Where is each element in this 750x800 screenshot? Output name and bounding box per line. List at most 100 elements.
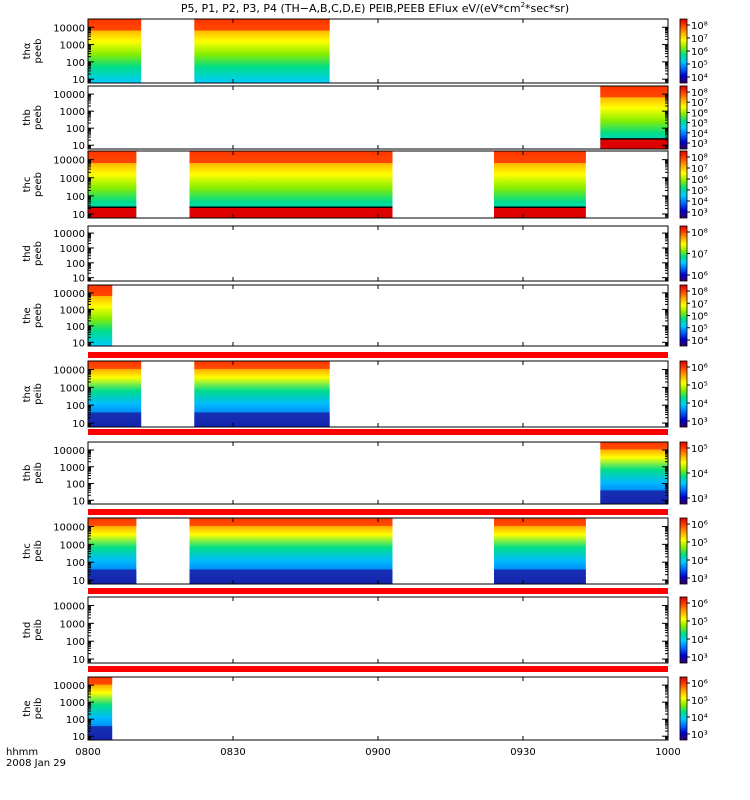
colorbar-tick-label: 10⁸ — [691, 287, 708, 298]
high-energy-band — [494, 151, 586, 164]
high-energy-band — [494, 518, 586, 526]
colorbar-tick-label: 10⁵ — [691, 60, 708, 71]
y-tick-label: 10000 — [53, 681, 85, 692]
data-interval — [494, 151, 586, 218]
y-tick-label: 10000 — [53, 289, 85, 300]
y-tick-label: 1000 — [60, 107, 85, 118]
colorbar-tick-label: 10⁶ — [691, 271, 708, 282]
panel-frame — [87, 85, 669, 150]
x-axis: 0800 0830 0900 0930 1000 — [75, 19, 681, 758]
panel-frame — [87, 225, 669, 282]
colorbar-tick-label: 10⁵ — [691, 186, 708, 197]
colorbar-tick-label: 10⁴ — [691, 73, 708, 84]
colorbar-tick-label: 10⁶ — [691, 175, 708, 186]
y-tick-label: 100 — [66, 480, 85, 491]
ribbon-bar — [88, 588, 668, 594]
panel-10: 10 100 1000 10000 thepeib 10³ 10⁴ 10⁵ 10⁶ — [22, 666, 708, 743]
y-axis-label: thbpeib — [22, 462, 44, 484]
colorbar: 10⁴ 10⁵ 10⁶ 10⁷ 10⁸ — [679, 18, 708, 84]
y-axis-label: thcpeeb — [22, 172, 44, 197]
y-tick-label: 10 — [72, 274, 85, 285]
low-energy-band — [494, 569, 586, 584]
colorbar-tick-label: 10⁴ — [691, 635, 708, 646]
low-energy-band — [194, 412, 330, 427]
y-axis-label: thcpeib — [22, 540, 44, 562]
colorbar-tick-label: 10⁷ — [691, 299, 708, 310]
y-tick-label: 1000 — [60, 244, 85, 255]
panel-7: 10 100 1000 10000 thbpeib 10³ 10⁴ 10⁵ — [22, 429, 708, 507]
low-energy-band — [189, 569, 393, 584]
data-interval — [88, 19, 142, 83]
y-tick-label: 10 — [72, 210, 85, 221]
y-tick-label: 100 — [66, 637, 85, 648]
y-tick-label: 10 — [72, 496, 85, 507]
colorbar-tick-label: 10⁶ — [691, 108, 708, 119]
colorbar-tick-label: 10⁶ — [691, 363, 708, 374]
colorbar-tick-label: 10⁴ — [691, 129, 708, 140]
panel-frame — [87, 676, 669, 741]
colorbar: 10³ 10⁴ 10⁵ 10⁶ — [679, 517, 708, 585]
colorbar-tick-label: 10⁷ — [691, 34, 708, 45]
colorbar-tick-label: 10⁵ — [691, 324, 708, 335]
y-tick-label: 1000 — [60, 619, 85, 630]
y-axis-label: thepeib — [22, 698, 44, 720]
y-tick-label: 10000 — [53, 23, 85, 34]
colorbar-tick-label: 10⁵ — [691, 119, 708, 130]
panel-1: 10 100 1000 10000 thαpeeb 10⁴ 10⁵ 10⁶ 10⁷ 10⁸ — [22, 18, 708, 86]
y-tick-label: 10000 — [53, 156, 85, 167]
data-interval — [600, 86, 668, 149]
y-tick-label: 100 — [66, 715, 85, 726]
date-label: 2008 Jan 29 — [6, 758, 66, 769]
colorbar-tick-label: 10⁷ — [691, 98, 708, 109]
y-tick-label: 1000 — [60, 41, 85, 52]
colorbar-gradient — [679, 85, 688, 150]
data-interval — [189, 151, 393, 218]
panels: 10100100010000thαpeeb10⁴10⁵10⁶10⁷10⁸1010… — [22, 18, 708, 743]
colorbar-tick-label: 10⁶ — [691, 520, 708, 531]
high-energy-band — [88, 285, 113, 296]
low-energy-band — [189, 207, 393, 218]
colorbar-tick-label: 10³ — [691, 574, 708, 585]
colorbar-tick-label: 10⁴ — [691, 713, 708, 724]
ribbon-bar — [88, 666, 668, 672]
colorbar-gradient — [679, 284, 688, 347]
y-axis-label: thdpeeb — [22, 241, 44, 266]
colorbar-tick-label: 10⁸ — [691, 228, 708, 239]
data-interval — [88, 151, 137, 218]
data-interval — [494, 518, 586, 584]
y-tick-label: 10000 — [53, 523, 85, 534]
colorbar-gradient — [679, 360, 688, 428]
colorbar-tick-label: 10³ — [691, 417, 708, 428]
y-tick-label: 1000 — [60, 698, 85, 709]
data-interval — [194, 361, 330, 427]
colorbar-tick-label: 10⁴ — [691, 336, 708, 347]
y-tick-label: 1000 — [60, 463, 85, 474]
ribbon-bar — [88, 509, 668, 515]
colorbar: 10⁶ 10⁷ 10⁸ — [679, 225, 708, 282]
colorbar-tick-label: 10⁵ — [691, 617, 708, 628]
y-tick-label: 100 — [66, 558, 85, 569]
low-energy-band — [88, 726, 113, 740]
high-energy-band — [194, 19, 330, 31]
y-tick-label: 10000 — [53, 90, 85, 101]
y-tick-label: 100 — [66, 58, 85, 69]
low-energy-band — [494, 207, 586, 218]
x-tick-label: 0800 — [75, 747, 100, 758]
y-tick-label: 10 — [72, 732, 85, 743]
colorbar-tick-label: 10⁵ — [691, 696, 708, 707]
colorbar-gradient — [679, 150, 688, 219]
panel-frame — [87, 441, 669, 505]
y-tick-label: 10 — [72, 338, 85, 349]
high-energy-band — [600, 442, 668, 450]
y-tick-label: 100 — [66, 322, 85, 333]
y-axis-label: thbpeeb — [22, 105, 44, 130]
plot-title: P5, P1, P2, P3, P4 (TH−A,B,C,D,E) PEIB,P… — [181, 1, 569, 15]
colorbar-tick-label: 10⁶ — [691, 679, 708, 690]
colorbar-tick-label: 10⁴ — [691, 469, 708, 480]
colorbar-tick-label: 10⁶ — [691, 47, 708, 58]
high-energy-band — [88, 518, 137, 526]
